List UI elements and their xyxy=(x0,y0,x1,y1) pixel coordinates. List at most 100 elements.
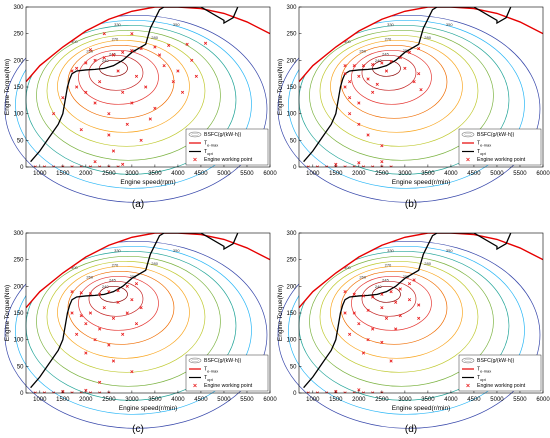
working-point xyxy=(306,391,310,393)
working-point xyxy=(88,165,93,167)
working-point xyxy=(88,48,93,52)
x-tick-label: 4000 xyxy=(444,397,458,403)
legend-label: BSFC(g/(kW·h)) xyxy=(204,132,241,138)
bsfc-contour-line xyxy=(88,54,144,91)
bsfc-contour-line xyxy=(351,49,432,105)
y-tick-label: 0 xyxy=(293,165,297,171)
working-point xyxy=(352,311,356,315)
contour-label: 250 xyxy=(403,274,410,279)
y-tick-label: 150 xyxy=(286,311,297,317)
working-point xyxy=(343,72,347,76)
working-point xyxy=(70,290,74,294)
bsfc-contour-line xyxy=(78,275,159,331)
bsfc-contour-line xyxy=(88,280,144,317)
working-point xyxy=(375,82,379,86)
bsfc-contour-line xyxy=(319,34,479,147)
legend-bsfc-swatch xyxy=(461,131,475,138)
y-tick-label: 250 xyxy=(286,258,297,264)
contour-label: 330 xyxy=(114,22,121,27)
working-point xyxy=(79,291,83,295)
x-tick-label: 5000 xyxy=(217,171,231,177)
working-point xyxy=(116,165,120,167)
working-point xyxy=(398,287,402,291)
contour-label: 330 xyxy=(387,22,394,27)
working-point xyxy=(61,165,65,167)
x-tick-label: 6000 xyxy=(263,397,277,403)
working-point xyxy=(343,165,347,167)
y-axis-label: Engine Torque(Nm) xyxy=(4,285,11,341)
engine-working-points xyxy=(306,278,421,393)
working-point xyxy=(75,85,79,89)
working-point xyxy=(84,61,88,65)
working-point xyxy=(380,391,384,393)
legend-label: BSFC(g/(kW·h)) xyxy=(477,132,514,138)
contour-label: 300 xyxy=(344,39,351,44)
working-point xyxy=(98,165,102,167)
working-point xyxy=(70,391,74,393)
working-point xyxy=(343,290,347,294)
legend-box xyxy=(185,354,269,392)
working-point xyxy=(417,316,421,320)
y-tick-label: 250 xyxy=(13,32,24,38)
x-tick-label: 4500 xyxy=(467,397,481,403)
x-tick-label: 5000 xyxy=(217,397,231,403)
working-point xyxy=(98,391,102,393)
x-tick-label: 1000 xyxy=(33,397,47,403)
contour-label: 300 xyxy=(71,39,78,44)
y-tick-label: 200 xyxy=(286,58,297,64)
plot-content xyxy=(299,233,543,393)
working-point xyxy=(407,298,412,302)
x-tick-label: 1500 xyxy=(56,171,70,177)
x-axis-label: Engine speed(r/min) xyxy=(392,179,451,186)
y-tick-label: 0 xyxy=(293,391,297,397)
working-point xyxy=(371,63,375,67)
y-axis-label: Engine Torque(Nm) xyxy=(277,285,284,341)
contour-label: 270 xyxy=(385,263,392,268)
bsfc-contour-line xyxy=(57,265,190,359)
legend-label: Topt xyxy=(204,149,214,156)
x-tick-label: 4500 xyxy=(467,171,481,177)
working-point xyxy=(70,311,74,315)
x-axis-label: Engine speed(r/min) xyxy=(119,405,178,412)
working-point xyxy=(61,96,65,100)
working-point xyxy=(348,112,352,116)
working-point xyxy=(102,306,106,310)
working-point xyxy=(84,90,88,94)
bsfc-contour-line xyxy=(340,44,448,119)
bsfc-contour-line xyxy=(309,29,494,161)
working-point xyxy=(315,165,319,167)
y-tick-label: 200 xyxy=(13,284,24,290)
y-tick-label: 150 xyxy=(13,311,24,317)
working-point xyxy=(361,391,366,393)
working-point xyxy=(389,165,393,167)
working-point xyxy=(343,64,347,68)
y-axis-label: Engine Torque(Nm) xyxy=(4,59,11,115)
working-point xyxy=(380,306,384,310)
working-point xyxy=(176,69,180,73)
working-point xyxy=(52,391,56,393)
x-axis-label: Engine speed(rpm) xyxy=(120,179,175,186)
y-tick-label: 50 xyxy=(17,138,24,144)
bsfc-contour-line xyxy=(15,245,252,415)
working-point xyxy=(361,294,366,298)
bsfc-contour-line xyxy=(78,49,159,105)
bsfc-contour-line xyxy=(46,34,206,147)
legend-bsfc-swatch xyxy=(188,131,202,138)
x-tick-label: 4000 xyxy=(444,171,458,177)
x-tick-label: 2000 xyxy=(79,171,93,177)
working-point xyxy=(352,391,356,393)
working-point xyxy=(380,165,384,167)
working-point xyxy=(334,391,338,393)
optimal-torque-curve xyxy=(30,233,239,389)
bsfc-contour-line xyxy=(4,14,268,203)
contour-label: 350 xyxy=(173,22,180,27)
working-point xyxy=(389,290,393,294)
working-point xyxy=(357,161,361,165)
x-tick-label: 5500 xyxy=(240,171,254,177)
working-point xyxy=(357,122,361,126)
max-torque-curve xyxy=(299,7,543,83)
bsfc-contour-line xyxy=(288,19,525,189)
working-point xyxy=(190,58,194,62)
x-tick-label: 2500 xyxy=(102,171,116,177)
working-point xyxy=(412,80,416,84)
